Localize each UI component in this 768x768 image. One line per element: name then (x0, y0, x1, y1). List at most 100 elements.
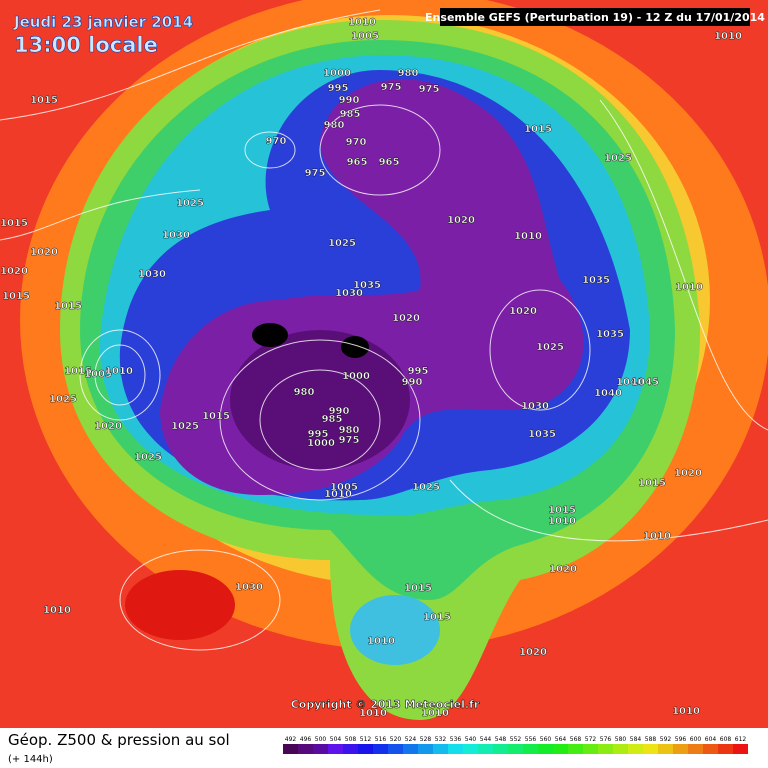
run-title: Ensemble GEFS (Perturbation 19) - 12 Z d… (425, 11, 765, 24)
scale-swatch (373, 744, 388, 754)
scale-swatch (328, 744, 343, 754)
scale-label: 592 (660, 736, 672, 743)
scale-swatch (478, 744, 493, 754)
isobar-label: 1010 (105, 366, 133, 377)
scale-label: 520 (390, 736, 402, 743)
scale-label: 580 (615, 736, 627, 743)
scale-swatch (568, 744, 583, 754)
isobar-label: 1010 (43, 605, 71, 616)
scale-label: 556 (525, 736, 537, 743)
isobar-label: 1015 (638, 478, 666, 489)
isobar-label: 1025 (134, 452, 162, 463)
scale-label: 492 (285, 736, 297, 743)
isobar-label: 1010 (514, 231, 542, 242)
isobar-label: 985 (322, 414, 343, 425)
scale-swatch (688, 744, 703, 754)
isobar-label: 1020 (392, 313, 420, 324)
scale-swatch (673, 744, 688, 754)
scale-label: 576 (600, 736, 612, 743)
isobar-label: 1020 (0, 266, 28, 277)
isobar-label: 980 (398, 68, 419, 79)
scale-label: 508 (345, 736, 357, 743)
isobar-label: 1040 (594, 388, 622, 399)
isobar-label: 1005 (330, 482, 358, 493)
isobar-label: 1015 (0, 218, 28, 229)
isobar-label: 1030 (235, 582, 263, 593)
isobar-label: 1020 (30, 247, 58, 258)
isobar-label: 1010 (672, 706, 700, 717)
isobar-label: 975 (381, 82, 402, 93)
isobar-label: 1010 (359, 708, 387, 719)
isobar-label: 1005 (84, 369, 112, 380)
scale-swatch (418, 744, 433, 754)
scale-swatch (628, 744, 643, 754)
isobar-label: 1015 (202, 411, 230, 422)
isobar-label: 1015 (404, 583, 432, 594)
scale-swatch (643, 744, 658, 754)
isobar-label: 1015 (548, 505, 576, 516)
scale-label: 564 (555, 736, 567, 743)
scale-label: 512 (360, 736, 372, 743)
scale-label: 608 (720, 736, 732, 743)
isobar-label: 965 (379, 157, 400, 168)
scale-label: 536 (450, 736, 462, 743)
isobar-label: 1010 (643, 531, 671, 542)
isobar-label: 1020 (674, 468, 702, 479)
copyright: Copyright © 2013 Meteociel.fr (291, 698, 480, 711)
isobar-label: 1015 (524, 124, 552, 135)
scale-swatch (733, 744, 748, 754)
isobar-label: 970 (266, 136, 287, 147)
isobars (0, 9, 768, 651)
isobar-label: 1030 (162, 230, 190, 241)
scale-label: 504 (330, 736, 342, 743)
footer-title: Géop. Z500 & pression au sol (8, 731, 230, 749)
isobar-label: 1025 (604, 153, 632, 164)
scale-swatch (463, 744, 478, 754)
isobar-label: 1015 (423, 612, 451, 623)
lead-time: (+ 144h) (8, 754, 53, 765)
scale-label: 548 (495, 736, 507, 743)
isobar-label: 980 (324, 120, 345, 131)
isobar-label: 990 (402, 377, 423, 388)
isobar-label: 1025 (412, 482, 440, 493)
scale-swatch (493, 744, 508, 754)
scale-swatch (343, 744, 358, 754)
scale-label: 516 (375, 736, 387, 743)
isobar-label: 985 (340, 109, 361, 120)
date: Jeudi 23 janvier 2014 (13, 13, 193, 31)
scale-label: 496 (300, 736, 312, 743)
scale-swatch (358, 744, 373, 754)
scale-swatch (538, 744, 553, 754)
scale-label: 572 (585, 736, 597, 743)
isobar-label: 1015 (2, 291, 30, 302)
isobar-label: 1010 (548, 516, 576, 527)
isobar-label: 970 (346, 137, 367, 148)
color-scale: 492 496 500 504 508 512 516 520 524 528 532 536 540 5… (283, 736, 748, 754)
time: 13:00 locale (14, 33, 158, 57)
isobar-label: 1030 (138, 269, 166, 280)
isobar-label: 1035 (596, 329, 624, 340)
scale-label: 584 (630, 736, 642, 743)
scale-label: 528 (420, 736, 432, 743)
scale-swatch (433, 744, 448, 754)
run-box (440, 8, 750, 26)
isobar-label: 1030 (521, 401, 549, 412)
isobar-label: 1035 (582, 275, 610, 286)
isobar-label: 1020 (519, 647, 547, 658)
scale-label: 568 (570, 736, 582, 743)
scale-swatch (508, 744, 523, 754)
isobar-label: 1010 (714, 31, 742, 42)
scale-label: 612 (735, 736, 747, 743)
isobar-label: 1035 (528, 429, 556, 440)
isobar-label: 1020 (94, 421, 122, 432)
isobar-label: 995 (408, 366, 429, 377)
isobar-label: 1035 (353, 280, 381, 291)
isobar-label: 995 (308, 429, 329, 440)
isobar-label: 975 (339, 435, 360, 446)
isobar-label: 1025 (171, 421, 199, 432)
isobar-label: 1020 (509, 306, 537, 317)
isobar-label: 1025 (328, 238, 356, 249)
isobar-label: 1010 (348, 17, 376, 28)
isobar-label: 965 (347, 157, 368, 168)
